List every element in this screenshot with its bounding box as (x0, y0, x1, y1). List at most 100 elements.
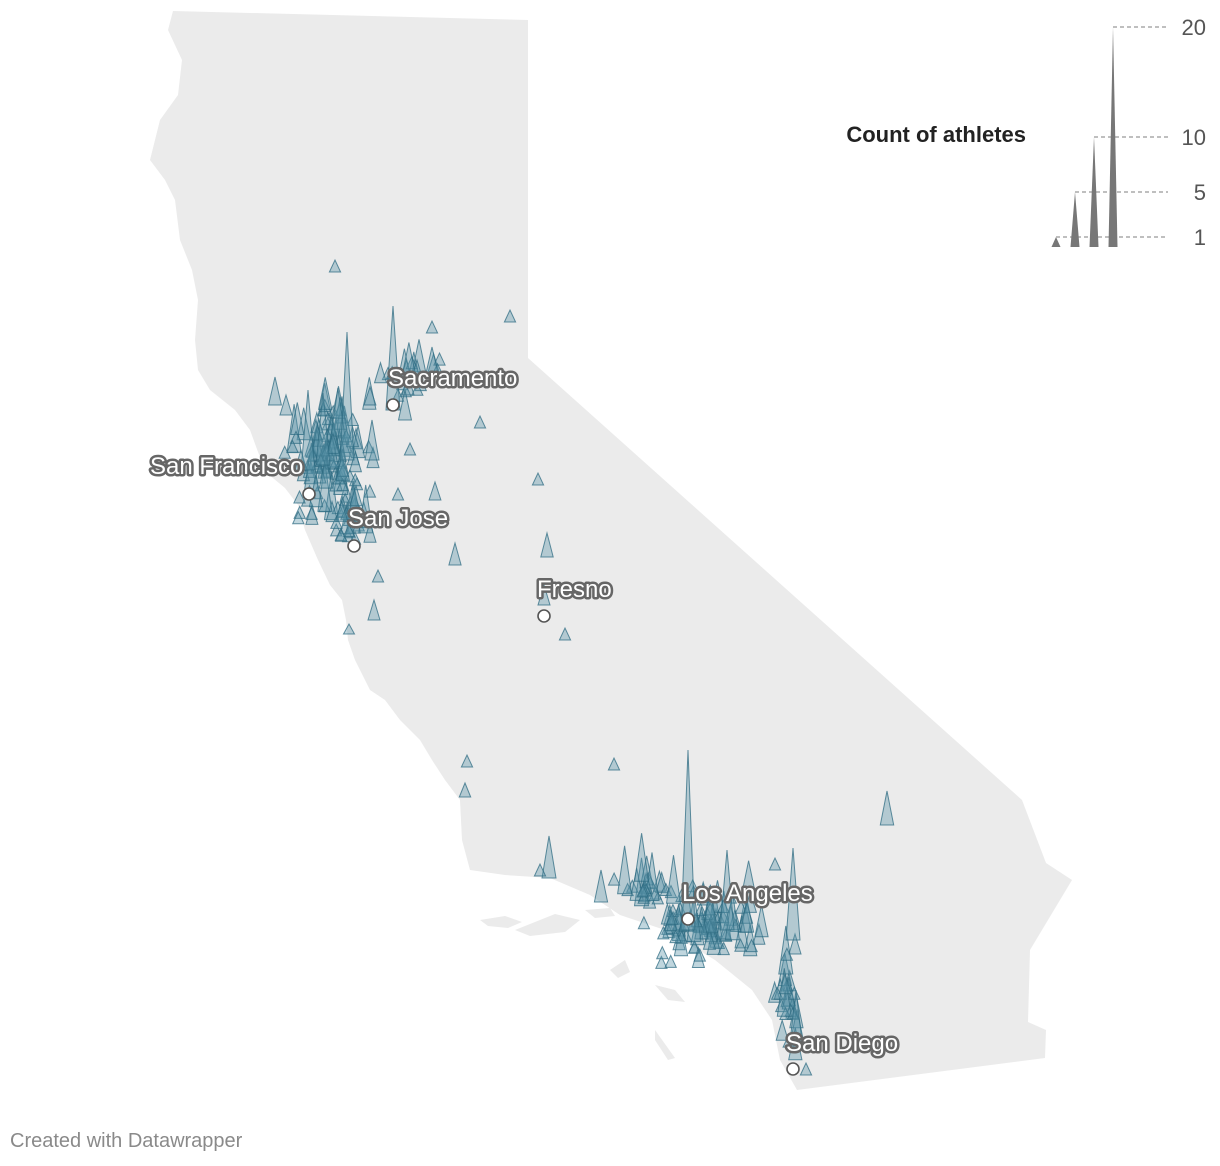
athlete-spike (330, 387, 346, 437)
athlete-spike (696, 880, 710, 903)
credit-text[interactable]: Created with Datawrapper (10, 1130, 243, 1152)
athlete-spike (460, 753, 474, 768)
athlete-spike (339, 331, 355, 461)
channel-island (655, 985, 685, 1002)
athlete-spike (433, 351, 446, 366)
athlete-spike (775, 1018, 789, 1041)
city-dot-sacramento (386, 398, 400, 412)
channel-island (515, 914, 580, 936)
athlete-spike (371, 568, 385, 583)
athlete-spike (300, 389, 316, 471)
athlete-spike (335, 448, 351, 482)
city-markers: Sacramento San Francisco San Jose Fresno Los… (148, 363, 901, 1076)
athlete-spike (358, 514, 372, 529)
athlete-spike (607, 871, 621, 886)
athlete-spike (340, 501, 355, 535)
athlete-spike (342, 523, 356, 537)
athlete-spike (315, 392, 331, 466)
legend-tick-label: 20 (1182, 15, 1206, 40)
channel-island (610, 960, 630, 978)
athlete-spike (350, 425, 366, 459)
athlete-spike (363, 520, 377, 543)
athlete-spikes (267, 258, 895, 1076)
athlete-spike (669, 929, 682, 944)
athlete-spike (289, 430, 303, 444)
athlete-spike (458, 781, 472, 798)
athlete-spike (788, 989, 804, 1051)
city-label-fresno: Fresno (537, 576, 612, 603)
athlete-spike (373, 361, 388, 384)
athlete-spike (665, 911, 679, 925)
athlete-spike (778, 971, 792, 995)
city-label-san-jose: San Jose (348, 505, 448, 532)
city-label-san-francisco: San Francisco (150, 453, 303, 480)
athlete-spike (279, 393, 293, 416)
athlete-spike (424, 346, 440, 376)
athlete-spike (734, 938, 747, 952)
athlete-spike (291, 510, 305, 525)
city-dot-los-angeles (681, 912, 695, 926)
athlete-spike (696, 883, 711, 906)
athlete-spike (745, 938, 758, 953)
athlete-spike (680, 749, 696, 931)
athlete-spike (700, 906, 714, 920)
athlete-spike (716, 899, 730, 913)
athlete-spike (531, 471, 545, 486)
athlete-spike (665, 855, 682, 904)
city-label-sacramento: Sacramento (388, 365, 517, 392)
athlete-spike (607, 756, 621, 771)
athlete-spike (718, 919, 733, 942)
athlete-spike (363, 385, 377, 406)
legend-tick-label: 5 (1194, 180, 1206, 205)
athlete-spike (348, 450, 363, 473)
legend-tick-label: 10 (1182, 125, 1206, 150)
channel-island (655, 1030, 675, 1060)
athlete-spike (672, 927, 686, 951)
athlete-spike (788, 932, 802, 955)
athlete-spike (473, 414, 487, 429)
athlete-spike (334, 528, 348, 542)
athlete-spike (428, 480, 442, 501)
athlete-spike (537, 583, 551, 606)
athlete-spike (401, 342, 417, 375)
athlete-spike (785, 847, 801, 941)
city-dot-san-francisco (302, 487, 316, 501)
athlete-spike (336, 477, 349, 492)
athlete-spike (533, 862, 547, 877)
legend-title: Count of athletes (846, 122, 1026, 147)
athlete-spike (330, 515, 343, 529)
athlete-spike (397, 389, 413, 421)
legend-tick-label: 1 (1194, 225, 1206, 250)
legend-spike-20 (1108, 27, 1118, 247)
athlete-spike (719, 849, 735, 931)
athlete-spike (293, 489, 306, 504)
athlete-spike (799, 1061, 813, 1076)
athlete-spike (335, 499, 349, 522)
athlete-spike (729, 918, 743, 932)
athlete-spike (366, 445, 380, 469)
athlete-spike (617, 845, 633, 895)
athlete-spike (780, 947, 794, 961)
athlete-spike (410, 382, 424, 396)
athlete-spike (351, 513, 364, 527)
athlete-spike (385, 365, 399, 380)
athlete-spike (410, 358, 424, 381)
athlete-spike (754, 904, 769, 938)
city-label-los-angeles: Los Angeles (682, 880, 813, 907)
athlete-spike (405, 355, 419, 370)
athlete-spike (634, 833, 650, 882)
athlete-spike (339, 428, 353, 443)
athlete-spike (364, 419, 380, 461)
athlete-spike (318, 455, 334, 489)
athlete-spike (326, 431, 340, 454)
athlete-spike (346, 412, 360, 426)
athlete-spike (337, 405, 352, 439)
athlete-spike (342, 622, 356, 635)
athlete-spike (621, 882, 634, 897)
athlete-spike (331, 386, 346, 419)
athlete-spike (637, 915, 651, 930)
athlete-spike (558, 626, 572, 641)
athlete-spike (305, 506, 318, 520)
city-dot-san-diego (786, 1062, 800, 1076)
channel-island (585, 908, 615, 918)
